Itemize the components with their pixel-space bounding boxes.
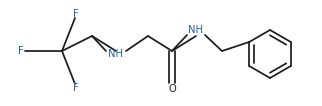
Text: O: O [168,84,176,94]
Text: NH: NH [109,49,124,59]
Text: F: F [73,83,79,93]
Text: F: F [18,46,24,56]
Text: F: F [73,9,79,19]
Text: NH: NH [188,25,204,35]
